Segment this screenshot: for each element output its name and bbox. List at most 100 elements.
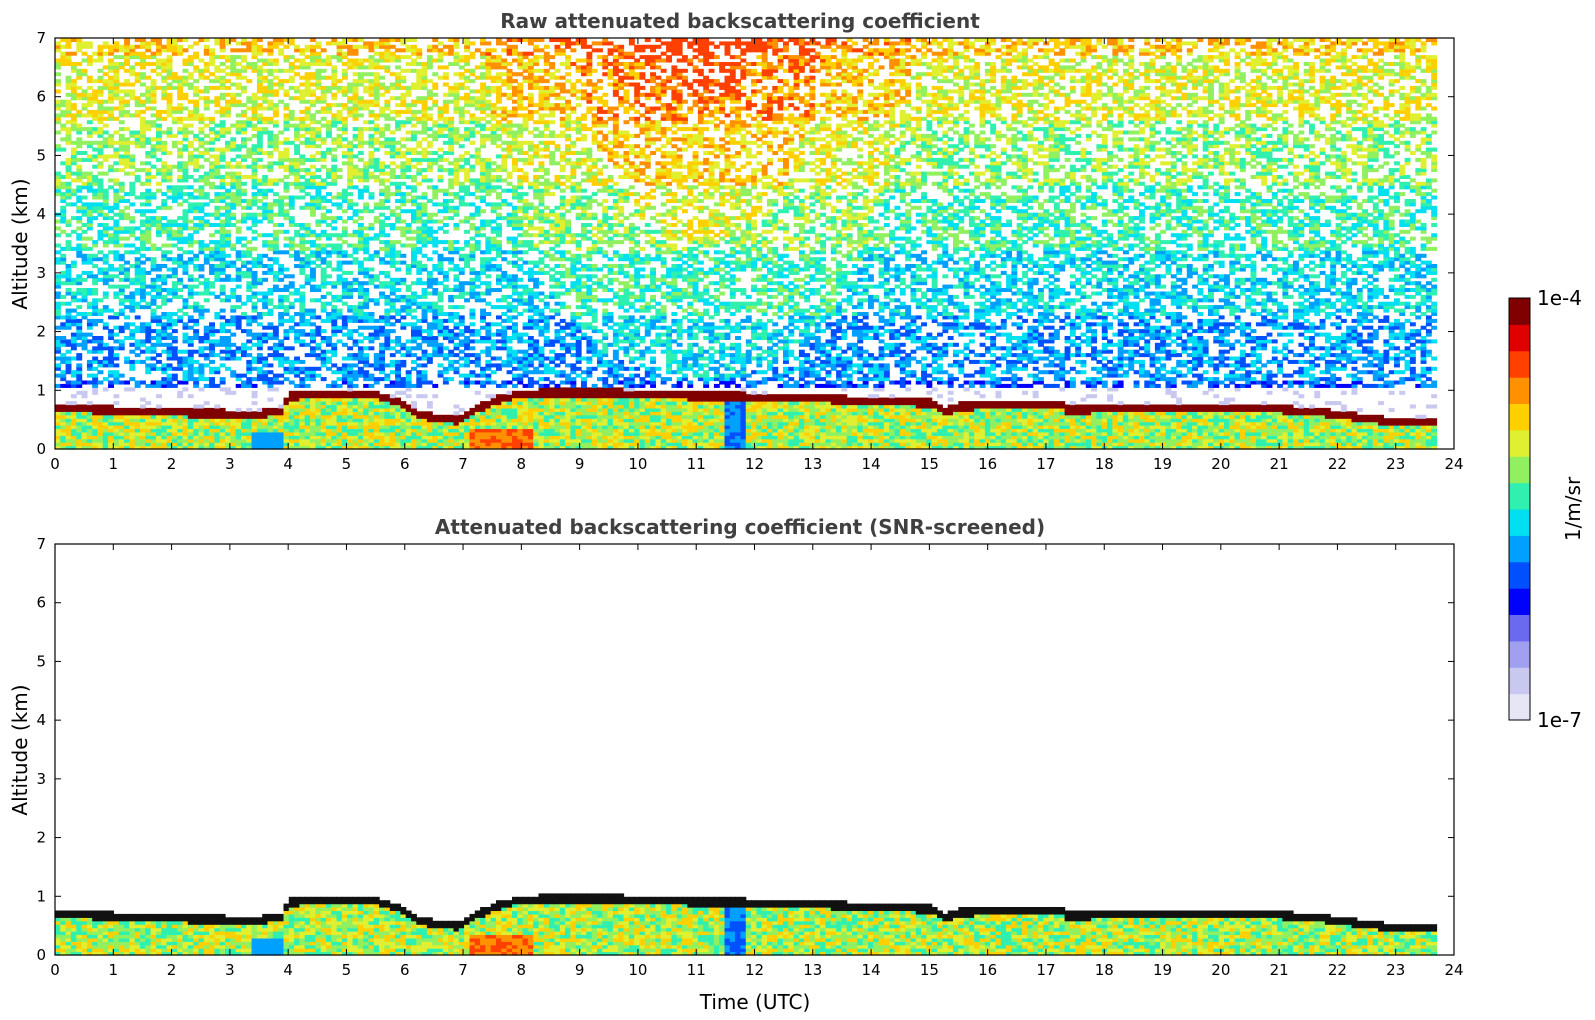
heatmap-cell [55,445,61,450]
heatmap-cell [341,377,348,382]
heatmap-cell [384,298,391,303]
heatmap-cell [70,394,77,399]
heatmap-cell [209,431,216,436]
heatmap-cell [86,92,93,97]
heatmap-cell [225,92,231,97]
heatmap-cell [326,414,332,419]
heatmap-cell [225,219,231,224]
heatmap-cell [283,38,290,43]
heatmap-cell [400,418,407,423]
heatmap-cell [97,140,104,145]
heatmap-cell [150,209,157,214]
heatmap-cell [113,82,120,87]
heatmap-cell [76,298,83,303]
heatmap-cell [347,336,354,341]
heatmap-cell [86,325,93,330]
heatmap-cell [262,363,269,368]
heatmap-cell [379,318,386,323]
heatmap-cell [134,325,141,330]
heatmap-cell [214,329,221,334]
heatmap-cell [108,51,115,56]
heatmap-cell [363,407,370,412]
heatmap-cell [421,226,428,231]
heatmap-cell [288,380,295,385]
heatmap-cell [400,445,407,450]
heatmap-cell [129,425,136,430]
heatmap-cell [161,442,168,447]
heatmap-cell [102,387,109,392]
heatmap-cell [145,383,152,388]
heatmap-cell [193,291,200,296]
heatmap-cell [70,127,77,132]
heatmap-cell [368,401,375,406]
heatmap-cell [357,346,364,351]
heatmap-cell [347,38,354,43]
heatmap-cell [198,185,205,190]
heatmap-cell [140,359,146,364]
heatmap-cell [384,68,391,73]
heatmap-cell [426,442,433,447]
heatmap-cell [76,325,83,330]
heatmap-cell [267,270,274,275]
heatmap-cell [326,233,332,238]
heatmap-cell [97,298,104,303]
heatmap-cell [225,140,231,145]
heatmap-cell [304,318,311,323]
heatmap-cell [395,431,402,436]
heatmap-cell [310,164,316,169]
heatmap-cell [357,157,364,162]
heatmap-cell [219,130,226,135]
heatmap-cell [55,442,61,447]
heatmap-cell [400,359,407,364]
heatmap-cell [368,336,375,341]
heatmap-cell [395,294,402,299]
heatmap-cell [288,181,295,186]
heatmap-cell [400,120,407,125]
heatmap-cell [118,106,125,111]
heatmap-cell [288,363,295,368]
heatmap-cell [352,312,359,317]
heatmap-cell [288,219,295,224]
heatmap-cell [262,442,269,447]
heatmap-cell [171,425,178,430]
heatmap-cell [60,370,67,375]
heatmap-cell [102,51,109,56]
heatmap-cell [363,298,370,303]
heatmap-cell [86,185,93,190]
heatmap-cell [272,284,279,289]
heatmap-cell [341,209,348,214]
heatmap-cell [225,318,231,323]
heatmap-cell [416,157,423,162]
heatmap-cell [177,366,184,371]
heatmap-cell [363,438,370,443]
heatmap-cell [352,435,359,440]
heatmap-cell [108,92,115,97]
heatmap-cell [118,277,125,282]
heatmap-cell [288,140,295,145]
heatmap-cell [400,294,407,299]
heatmap-cell [357,421,364,426]
heatmap-cell [81,421,88,426]
heatmap-cell [352,116,359,121]
heatmap-cell [421,438,428,443]
heatmap-cell [76,199,83,204]
heatmap-cell [55,257,61,262]
heatmap-cell [315,353,322,358]
heatmap-cell [283,438,290,443]
heatmap-cell [405,411,412,416]
heatmap-cell [400,161,407,166]
heatmap-cell [347,373,354,378]
heatmap-cell [326,281,332,286]
heatmap-cell [283,414,290,419]
heatmap-cell [241,48,247,53]
heatmap-cell [310,349,316,354]
heatmap-cell [76,442,83,447]
heatmap-cell [241,144,247,149]
heatmap-cell [411,157,417,162]
heatmap-cell [405,445,412,450]
heatmap-cell [65,411,72,416]
heatmap-cell [70,322,77,327]
heatmap-cell [267,116,274,121]
heatmap-cell [161,44,168,49]
heatmap-cell [336,325,343,330]
